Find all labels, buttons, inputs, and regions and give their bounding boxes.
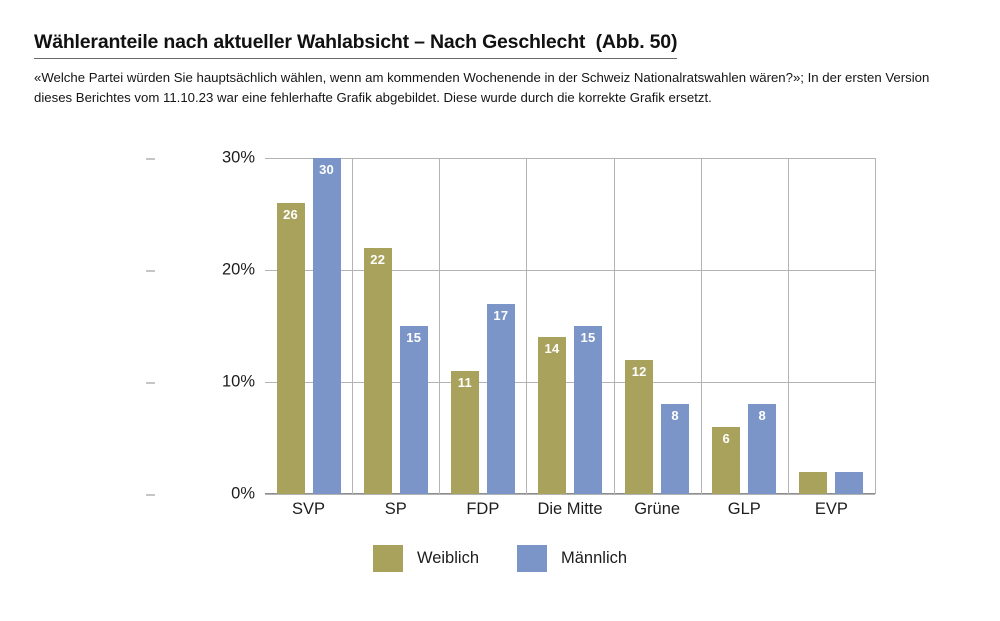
y-axis-tick-mark bbox=[146, 270, 155, 271]
bar-value-label: 6 bbox=[722, 430, 730, 446]
bar[interactable]: 8 bbox=[661, 404, 690, 494]
chart-legend: Weiblich Männlich bbox=[0, 545, 1000, 572]
gridline-horizontal bbox=[265, 270, 875, 271]
bar[interactable]: 11 bbox=[450, 370, 479, 494]
bar[interactable]: 14 bbox=[537, 337, 566, 494]
bar-value-label: 15 bbox=[580, 330, 596, 345]
y-axis-tick-mark bbox=[146, 382, 155, 383]
bar[interactable] bbox=[799, 471, 828, 494]
bar-value-label: 12 bbox=[631, 363, 647, 379]
bar-value-label: 30 bbox=[319, 162, 334, 177]
x-axis-labels: SVP SP FDP Die Mitte Grüne GLP EVP bbox=[265, 500, 875, 519]
x-axis-tick-label: EVP bbox=[814, 500, 848, 518]
chart-plot: 0% 10% 20% 30% 26 30 22 15 11 17 14 15 12 8 6 8 SVP SP F… bbox=[0, 148, 1000, 518]
x-axis-tick-label: Grüne bbox=[634, 500, 681, 518]
y-axis-labels: 0% 10% 20% 30% bbox=[146, 149, 255, 503]
plot-area bbox=[265, 158, 876, 495]
bar[interactable]: 22 bbox=[363, 247, 392, 494]
bar[interactable]: 26 bbox=[276, 202, 305, 494]
bar-groups: 26 30 22 15 11 17 14 15 12 8 6 8 bbox=[265, 158, 875, 494]
gridline-vertical bbox=[700, 158, 702, 494]
bar[interactable]: 8 bbox=[748, 404, 777, 494]
bar-group: 14 15 bbox=[526, 158, 613, 494]
bar-value-label: 22 bbox=[370, 251, 386, 267]
bar[interactable] bbox=[835, 471, 864, 494]
bar-group: 22 15 bbox=[352, 158, 439, 494]
y-axis-tick-label: 20% bbox=[146, 261, 255, 280]
x-axis-tick-label: FDP bbox=[466, 500, 500, 518]
chart-subtitle: «Welche Partei würden Sie hauptsächlich … bbox=[34, 70, 930, 105]
y-axis-tick-label: 30% bbox=[146, 149, 255, 168]
legend-item[interactable]: Weiblich bbox=[372, 545, 479, 572]
gridline-vertical bbox=[439, 158, 441, 494]
bar-value-label: 8 bbox=[758, 408, 766, 424]
bar-value-label: 14 bbox=[544, 341, 560, 357]
bar-group bbox=[788, 158, 875, 494]
gridline-horizontal bbox=[265, 158, 875, 159]
y-axis-tick-mark bbox=[146, 158, 155, 159]
y-axis-tick-mark bbox=[146, 494, 155, 495]
bar-value-label: 26 bbox=[283, 206, 298, 222]
chart-header: Wähleranteile nach aktueller Wahlabsicht… bbox=[34, 30, 964, 107]
legend-label: Männlich bbox=[561, 549, 628, 567]
bar-value-label: 8 bbox=[671, 408, 679, 424]
bar[interactable]: 15 bbox=[573, 326, 602, 494]
legend-swatch bbox=[517, 545, 547, 572]
bar[interactable]: 12 bbox=[625, 359, 654, 494]
y-axis-tick-label: 10% bbox=[146, 373, 255, 392]
bar-value-label: 15 bbox=[406, 330, 422, 345]
x-axis-tick-label: Die Mitte bbox=[537, 500, 603, 518]
bar-value-label: 11 bbox=[457, 374, 472, 390]
x-axis-tick-label: SP bbox=[384, 500, 407, 518]
bar-group: 26 30 bbox=[265, 158, 352, 494]
legend-label: Weiblich bbox=[416, 549, 479, 567]
legend-item[interactable]: Männlich bbox=[517, 545, 627, 572]
gridline-vertical bbox=[787, 158, 789, 494]
bar[interactable]: 6 bbox=[712, 426, 741, 494]
gridline-vertical bbox=[875, 158, 876, 494]
page-title: Wähleranteile nach aktueller Wahlabsicht… bbox=[34, 30, 677, 60]
bar[interactable]: 17 bbox=[486, 303, 515, 494]
bar-value-label: 17 bbox=[493, 307, 509, 323]
gridline-horizontal bbox=[265, 382, 875, 383]
x-axis-tick-label: GLP bbox=[727, 500, 761, 518]
gridline-vertical bbox=[526, 158, 528, 494]
bar-group: 12 8 bbox=[614, 158, 701, 494]
x-axis-line bbox=[265, 493, 875, 494]
bar[interactable]: 30 bbox=[312, 158, 341, 494]
gridline-vertical bbox=[613, 158, 615, 494]
y-axis-tick-label: 0% bbox=[146, 485, 255, 504]
legend-swatch bbox=[372, 545, 403, 572]
x-axis-tick-label: SVP bbox=[292, 500, 326, 518]
bar[interactable]: 15 bbox=[399, 326, 428, 494]
gridline-vertical bbox=[352, 158, 354, 494]
gridline-horizontal bbox=[265, 494, 875, 495]
bar-group: 11 17 bbox=[439, 158, 526, 494]
